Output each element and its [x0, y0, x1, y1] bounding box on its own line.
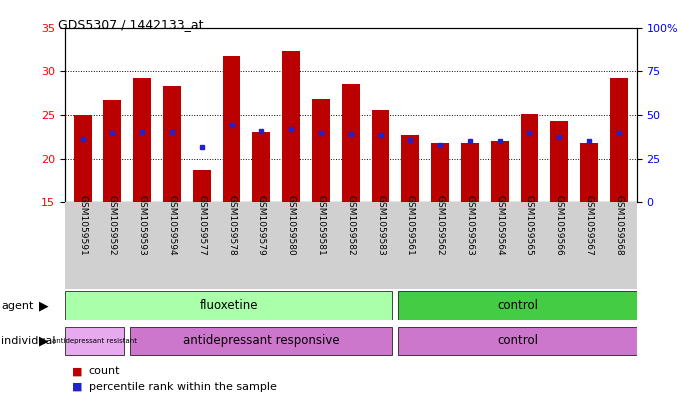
Text: ■: ■: [72, 366, 82, 376]
Bar: [74, 115, 91, 202]
Bar: [65, 292, 392, 320]
Bar: [282, 51, 300, 202]
Bar: [398, 292, 637, 320]
Bar: [401, 135, 419, 202]
Text: ■: ■: [72, 382, 82, 392]
Text: ▶: ▶: [39, 334, 48, 347]
Text: control: control: [497, 299, 538, 312]
Text: fluoxetine: fluoxetine: [200, 299, 258, 312]
Bar: [312, 99, 330, 202]
Bar: [223, 56, 240, 202]
Text: control: control: [497, 334, 538, 347]
Text: GDS5307 / 1442133_at: GDS5307 / 1442133_at: [58, 18, 204, 31]
Bar: [461, 143, 479, 202]
Bar: [491, 141, 509, 202]
Bar: [253, 132, 270, 202]
Text: agent: agent: [1, 301, 34, 310]
Bar: [193, 170, 210, 202]
Bar: [104, 100, 121, 202]
Bar: [65, 327, 124, 355]
Text: count: count: [89, 366, 120, 376]
Bar: [398, 327, 637, 355]
Text: ▶: ▶: [39, 299, 48, 312]
Bar: [372, 110, 390, 202]
Bar: [550, 121, 568, 202]
Text: individual: individual: [1, 336, 56, 346]
Text: antidepressant resistant: antidepressant resistant: [52, 338, 137, 344]
Bar: [431, 143, 449, 202]
Bar: [130, 327, 392, 355]
Bar: [610, 78, 628, 202]
Bar: [133, 78, 151, 202]
Bar: [580, 143, 598, 202]
Text: percentile rank within the sample: percentile rank within the sample: [89, 382, 276, 392]
Text: antidepressant responsive: antidepressant responsive: [183, 334, 340, 347]
Bar: [163, 86, 181, 202]
Bar: [342, 84, 360, 202]
Bar: [520, 114, 539, 202]
